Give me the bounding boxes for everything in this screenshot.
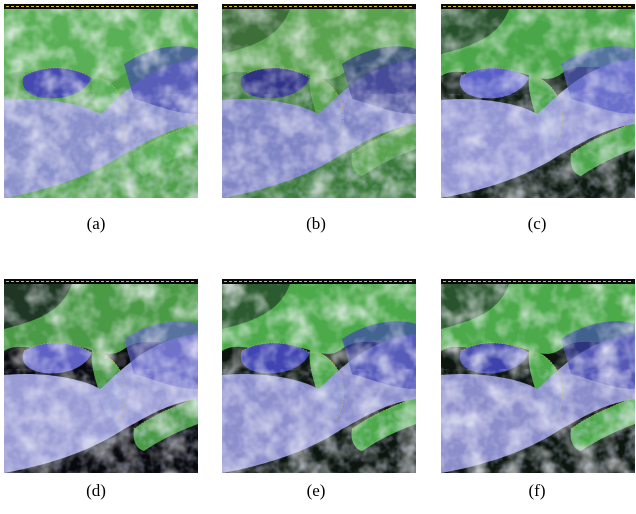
coastline <box>241 67 344 145</box>
panel-caption-d: (d) <box>86 481 106 500</box>
coastline <box>133 396 198 430</box>
satellite-image-c <box>441 4 635 198</box>
coastline <box>241 342 344 420</box>
cloud-texture-fine <box>222 369 416 473</box>
panel-caption-b: (b) <box>306 214 326 233</box>
image-header-strip <box>222 279 416 284</box>
satellite-image-d <box>4 279 198 473</box>
satellite-image-render <box>4 4 198 198</box>
cloud-texture-fine <box>4 369 198 473</box>
panel-caption-f: (f) <box>528 481 546 500</box>
panel-caption-a: (a) <box>86 214 106 233</box>
coastline <box>460 67 563 145</box>
image-header-strip <box>441 279 635 284</box>
satellite-image-b <box>222 4 416 198</box>
cloud-texture-fine <box>441 94 635 198</box>
coastline <box>570 121 635 155</box>
image-header-strip <box>222 4 416 9</box>
satellite-image-render <box>222 279 416 473</box>
satellite-image-render <box>441 279 635 473</box>
panel-caption-c: (c) <box>527 214 547 233</box>
panel-caption-e: (e) <box>306 481 326 500</box>
cloud-texture-fine <box>441 369 635 473</box>
coastline <box>23 67 126 145</box>
coastline <box>570 396 635 430</box>
satellite-image-e <box>222 279 416 473</box>
satellite-image-render <box>4 279 198 473</box>
satellite-image-render <box>441 4 635 198</box>
coastline <box>23 342 126 420</box>
coastline <box>460 342 563 420</box>
image-header-strip <box>4 279 198 284</box>
satellite-image-a <box>4 4 198 198</box>
cloud-texture-fine <box>222 94 416 198</box>
coastline <box>133 121 198 155</box>
image-header-strip <box>441 4 635 9</box>
satellite-image-f <box>441 279 635 473</box>
satellite-image-render <box>222 4 416 198</box>
cloud-texture-fine <box>4 94 198 198</box>
image-header-strip <box>4 4 198 9</box>
coastline <box>351 396 416 430</box>
coastline <box>351 121 416 155</box>
